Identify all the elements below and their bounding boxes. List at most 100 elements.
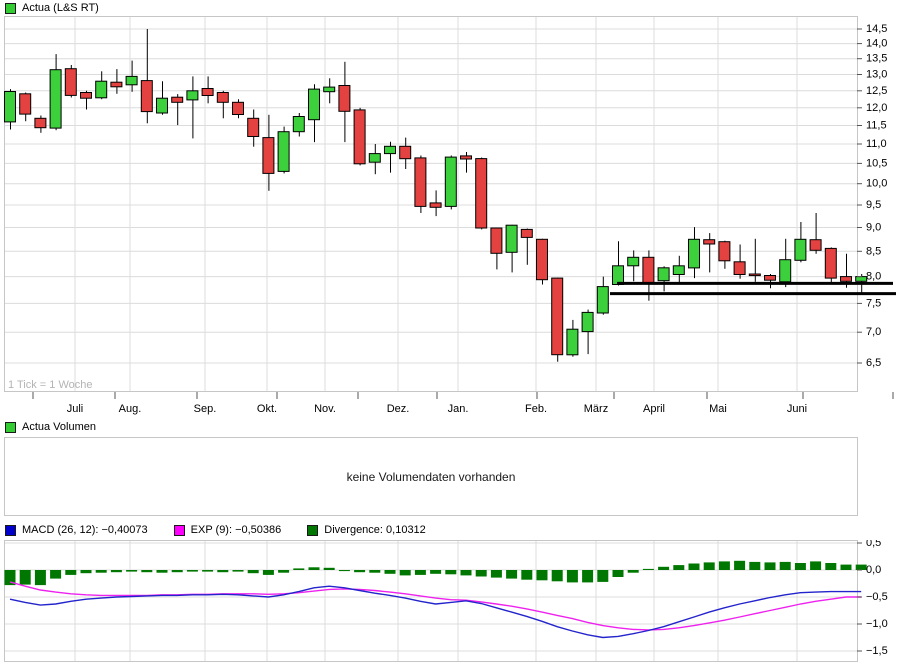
divergence-bar [764,562,776,570]
y-axis-label: 14,0 [866,38,887,50]
divergence-bar [50,570,62,579]
divergence-bar [642,568,654,570]
candle-body [490,227,503,254]
y-axis-label: −1,5 [866,645,888,657]
candle-body [505,224,518,253]
candle-body [368,153,381,163]
candle-body [216,92,229,103]
y-axis-label: 8,5 [866,245,881,257]
candle-body [596,286,609,314]
candle-body [186,90,199,101]
candle-body [657,267,670,282]
candle-body [733,261,746,276]
divergence-bar [293,568,305,570]
divergence-bar [186,570,198,572]
price-series-swatch-icon [5,2,16,14]
divergence-bar [399,570,411,576]
y-axis-label: 6,5 [866,357,881,369]
divergence-bar [384,570,396,574]
month-label: März [584,403,608,415]
timeframe-note: 1 Tick = 1 Woche [8,379,92,391]
candle-body [764,275,776,281]
divergence-bar [794,563,806,570]
candle-body [748,273,761,277]
divergence-bar [825,563,837,570]
volume-empty-message: keine Volumendaten vorhanden [346,469,516,484]
candle-body [444,156,457,207]
month-label: Nov. [314,403,336,415]
macd-series-swatch-icon [5,524,16,536]
candle-body [64,68,77,96]
y-axis-label: 13,0 [866,69,887,81]
divergence-bar [551,570,563,582]
month-label: Jan. [448,403,469,415]
macd-legend-item-divergence: Divergence: 0,10312 [307,524,426,536]
divergence-bar [810,561,822,570]
candle-body [232,101,244,116]
y-axis-label: 0,5 [866,540,881,549]
candle-body [703,239,716,245]
divergence-bar [506,570,518,579]
candle-body [338,85,351,112]
candle-body [353,109,366,165]
volume-series-swatch-icon [5,421,16,433]
candle-body [627,256,640,267]
candle-body [140,80,153,113]
candle-body [414,157,427,207]
y-axis-label: 9,0 [866,222,881,234]
candle-body [95,80,108,99]
divergence-bar [65,570,77,575]
divergence-bar [95,570,107,573]
price-panel-border [4,16,858,392]
y-axis-label: 9,5 [866,199,881,211]
candle-body [262,137,275,174]
candle-body [688,238,700,269]
candle-body [566,328,579,356]
month-label: Juni [787,403,807,415]
candle-body [460,155,472,160]
divergence-bar [232,570,244,572]
candle-body [171,96,184,103]
candle-body [520,228,533,238]
divergence-bar [673,565,685,570]
divergence-bar [338,570,350,572]
divergence-bar [323,567,335,570]
month-label: Sep. [194,403,217,415]
divergence-bar [490,570,502,578]
divergence-bar [354,570,366,573]
divergence-bar [202,570,214,572]
price-legend: Actua (L&S RT) [5,2,99,14]
y-axis-label: 8,0 [866,271,881,283]
candle-body [672,265,685,276]
candle-body [840,276,852,282]
volume-panel: keine Volumendaten vorhanden [4,437,858,516]
divergence-bar [414,570,426,575]
divergence-bar [658,566,670,570]
candle-body [323,86,336,93]
exp-series-swatch-icon [173,524,185,536]
month-label: Mai [709,403,727,415]
candle-body [201,88,214,96]
divergence-bar [247,570,259,574]
candle-body [292,116,305,133]
candle-body [809,239,822,251]
macd-panel-border [4,540,858,662]
divergence-bar [156,570,168,573]
candle-body [156,97,168,114]
candle-body [125,75,138,86]
price-chart: 14,5 14,0 13,5 13,0 12,5 12,0 11,5 11,0 10,5 10,0… [4,16,896,392]
month-label: Juli [67,403,84,415]
candle-body [612,265,624,286]
divergence-bar [171,570,183,573]
candle-body [429,202,442,208]
divergence-bar [703,562,715,570]
y-axis-label: 14,5 [866,23,887,35]
y-axis-label: 10,0 [866,178,887,190]
divergence-bar [369,570,381,573]
candle-body [80,92,92,99]
macd-line [9,585,862,639]
divergence-series-swatch-icon [307,524,319,536]
candle-body [779,259,792,283]
divergence-bar [749,561,761,570]
